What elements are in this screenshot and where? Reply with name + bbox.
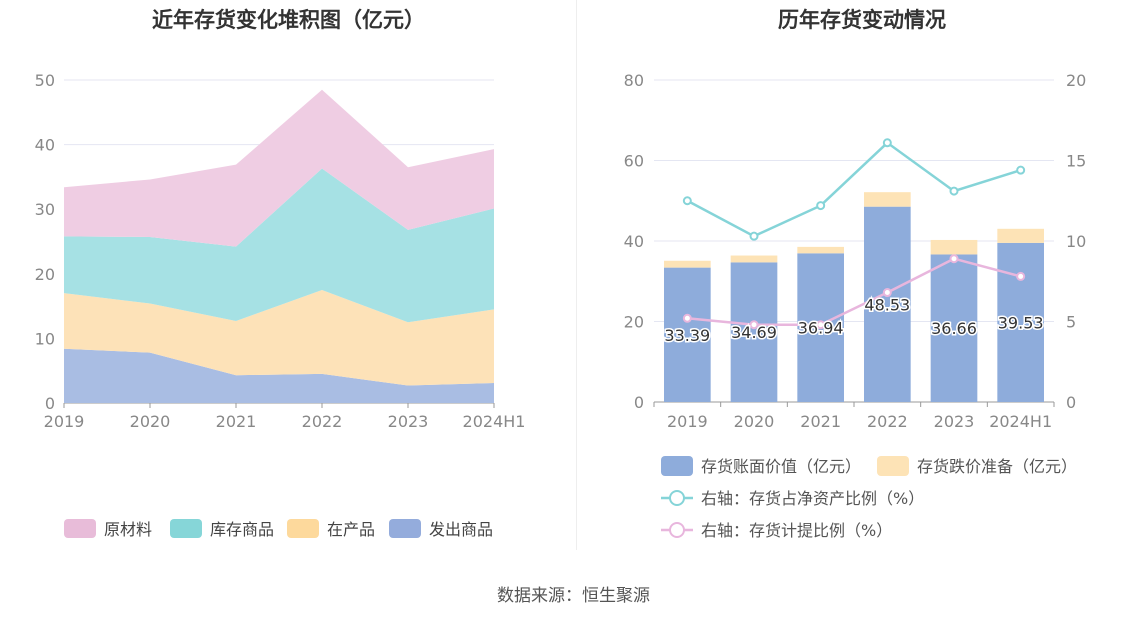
bar-book-value [997,242,1044,402]
x-tick-label: 2020 [734,412,775,431]
legend-label: 右轴：存货占净资产比例（%） [701,489,924,508]
legend-swatch [170,519,202,538]
x-tick-label: 2020 [130,412,171,431]
right-chart-panel: 历年存货变动情况 0 20 40 60 80 0 5 10 15 20 2019 2020 2021 20… [577,0,1147,560]
bar-data-label: 36.94 [798,319,844,338]
legend-label: 在产品 [327,520,375,539]
line-point [749,231,759,241]
bar-data-label: 33.39 [664,326,710,345]
left-chart-title: 近年存货变化堆积图（亿元） [152,8,425,32]
y-right-tick-label: 15 [1066,152,1086,171]
panel-divider [576,0,577,550]
legend-item: 右轴：存货占净资产比例（%） [661,489,924,508]
legend-item: 发出商品 [389,519,493,539]
legend-item: 右轴：存货计提比例（%） [661,521,892,540]
legend-item: 存货跌价准备（亿元） [877,456,1077,476]
bar-provision [730,255,778,263]
area-在产品 [64,289,494,386]
y-tick-label: 10 [35,329,55,348]
legend-item: 存货账面价值（亿元） [661,456,861,476]
x-tick-label: 2022 [302,412,343,431]
bar-provision [864,192,911,207]
y-tick-label: 30 [35,200,55,219]
y-tick-label: 0 [45,394,55,413]
y-right-tick-label: 20 [1066,71,1086,90]
bar-data-label: 34.69 [731,323,777,342]
area-库存商品 [64,168,494,323]
line-point [682,313,692,323]
area-发出商品 [64,348,494,403]
legend-swatch [877,456,909,476]
line-point [749,320,759,330]
stacked-area-chart: 0 10 20 30 40 50 2019 2020 2021 2022 2023 2024H1 原材料… [35,71,526,539]
line-point [1016,271,1026,281]
legend-label: 右轴：存货计提比例（%） [701,521,892,540]
bar-data-label: 39.53 [998,313,1044,332]
line-point [882,288,892,298]
legend-label: 存货账面价值（亿元） [701,457,861,476]
x-tick-label: 2021 [216,412,257,431]
line-point [949,254,959,264]
legend-item: 原材料 [64,519,152,539]
x-tick-label: 2024H1 [989,412,1052,431]
legend-swatch [287,519,319,538]
bar-data-label: 36.66 [931,319,977,338]
line-右轴：存货计提比例（%） [687,257,1021,326]
y-right-tick-label: 0 [1066,393,1076,412]
x-tick-label: 2022 [867,412,908,431]
y-left-tick-label: 60 [624,152,644,171]
legend-swatch [389,519,421,538]
legend-label: 存货跌价准备（亿元） [917,457,1077,476]
left-chart-panel: 近年存货变化堆积图（亿元） 0 10 20 30 40 50 2019 2020 2021 202… [0,0,577,560]
y-left-tick-label: 40 [624,232,644,251]
x-tick-label: 2021 [800,412,841,431]
legend-marker [669,522,685,538]
bar-book-value [664,267,711,402]
line-point [816,201,826,211]
y-tick-label: 50 [35,71,55,90]
bar-provision [997,228,1044,243]
legend-label: 原材料 [104,520,152,539]
x-tick-label: 2023 [934,412,975,431]
area-原材料 [64,89,494,247]
right-chart-title: 历年存货变动情况 [778,8,946,32]
bar-book-value [730,262,778,402]
bar-book-value [930,254,978,402]
bar-provision [930,239,978,255]
legend-swatch [661,456,693,476]
bar-provision [797,246,844,254]
line-point [949,186,959,196]
y-left-tick-label: 80 [624,71,644,90]
line-point [882,138,892,148]
legend-label: 库存商品 [210,520,274,539]
line-point [816,320,826,330]
legend-item: 在产品 [287,519,375,539]
y-left-tick-label: 0 [634,393,644,412]
x-tick-label: 2023 [388,412,429,431]
y-tick-label: 20 [35,265,55,284]
line-右轴：存货占净资产比例（%） [686,141,1022,238]
legend-marker [669,490,685,506]
data-source-footer: 数据来源：恒生聚源 [497,586,650,606]
y-right-tick-label: 10 [1066,232,1086,251]
y-left-tick-label: 20 [624,313,644,332]
y-right-tick-label: 5 [1066,313,1076,332]
legend-swatch [64,519,96,538]
bar-data-label: 48.53 [864,295,910,314]
line-point [1016,165,1026,175]
bar-book-value [864,206,911,402]
legend-label: 发出商品 [429,520,493,539]
legend-item: 库存商品 [170,519,274,539]
x-tick-label: 2019 [44,412,85,431]
y-tick-label: 40 [35,136,55,155]
line-point [682,196,692,206]
bar-provision [664,260,711,268]
bar-line-combo-chart: 0 20 40 60 80 0 5 10 15 20 2019 2020 2021 2022 2023 202… [624,71,1087,540]
x-tick-label: 2024H1 [463,412,526,431]
x-tick-label: 2019 [667,412,708,431]
